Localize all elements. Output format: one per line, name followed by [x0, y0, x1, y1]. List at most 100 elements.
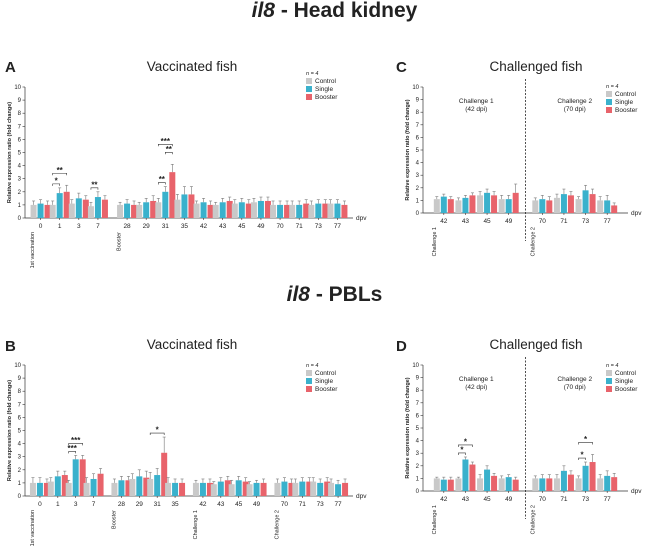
x-tick-label: 3	[77, 223, 81, 230]
bar-control	[250, 202, 257, 218]
bar-booster	[546, 200, 553, 213]
y-tick-label: 3	[18, 455, 22, 461]
bar-single	[505, 477, 512, 491]
bar-control	[477, 195, 484, 213]
legend-label: Single	[615, 99, 633, 106]
bar-single	[118, 480, 125, 496]
significance-stars: ***	[161, 137, 171, 146]
x-tick-label: 77	[334, 501, 342, 508]
x-tick-label: 77	[604, 496, 612, 503]
timepoint-marker: Challenge 2	[531, 227, 537, 256]
bar-control	[136, 204, 143, 218]
x-tick-label: 1	[58, 223, 62, 230]
sample-size-label: n = 4	[306, 71, 318, 77]
bar-booster	[567, 195, 574, 213]
bar-booster	[512, 192, 519, 213]
bar-booster	[63, 191, 70, 218]
y-tick-label: 10	[14, 363, 21, 369]
sample-size-label: n = 4	[606, 84, 618, 90]
significance-stars: *	[55, 176, 59, 185]
bar-control	[597, 478, 604, 491]
significance-bracket	[68, 451, 76, 454]
bar-booster	[44, 204, 51, 218]
bar-single	[199, 482, 206, 496]
bar-control	[212, 204, 219, 218]
bar-booster	[469, 464, 476, 491]
x-tick-label: 71	[299, 501, 307, 508]
bar-control	[117, 204, 124, 218]
bar-control	[49, 204, 56, 218]
bar-single	[296, 204, 303, 218]
bar-control	[147, 478, 154, 496]
x-tick-label: 35	[171, 501, 179, 508]
timepoint-marker: Challenge 1	[432, 227, 438, 256]
legend-label: Control	[315, 370, 337, 377]
y-tick-label: 1	[18, 203, 22, 209]
bar-booster	[342, 482, 349, 496]
y-tick-label: 3	[18, 177, 22, 183]
x-axis-label: dpv	[356, 215, 367, 222]
bar-single	[582, 465, 589, 491]
significance-bracket	[68, 443, 83, 446]
significance-stars: *	[584, 435, 588, 444]
bar-control	[433, 478, 440, 491]
bar-booster	[288, 482, 295, 496]
bar-control	[231, 203, 238, 218]
bar-booster	[82, 199, 89, 218]
y-tick-label: 6	[416, 413, 420, 419]
legend-label: Control	[615, 91, 637, 98]
x-tick-label: 31	[154, 501, 162, 508]
bar-booster	[341, 204, 348, 218]
x-tick-label: 29	[136, 501, 144, 508]
bar-single	[334, 203, 341, 218]
bar-control	[129, 478, 136, 496]
y-tick-label: 5	[18, 151, 22, 157]
x-tick-label: 43	[219, 223, 227, 230]
bar-single	[72, 459, 79, 496]
y-tick-label: 9	[416, 376, 420, 382]
legend-swatch-booster	[606, 107, 612, 113]
timepoint-marker: Challenge 1	[193, 510, 199, 539]
legend-label: Booster	[315, 94, 338, 101]
y-tick-label: 9	[18, 376, 22, 382]
bar-booster	[447, 199, 454, 213]
bar-control	[83, 482, 90, 496]
chart-title: Challenged fish	[489, 337, 582, 352]
bar-control	[155, 202, 162, 218]
x-axis-label: dpv	[356, 493, 367, 500]
significance-bracket	[458, 444, 473, 447]
y-axis-label: Relative expression ratio (fold change)	[7, 102, 13, 203]
bar-booster	[206, 482, 213, 496]
legend-label: Single	[315, 86, 333, 93]
y-tick-label: 7	[18, 402, 22, 408]
bar-single	[317, 482, 324, 496]
bar-control	[310, 481, 317, 496]
bar-control	[246, 484, 253, 496]
bar-control	[192, 482, 199, 496]
significance-stars: *	[460, 445, 464, 454]
bar-booster	[447, 479, 454, 491]
bar-booster	[546, 478, 553, 491]
x-tick-label: 7	[96, 223, 100, 230]
legend-label: Single	[315, 378, 333, 385]
significance-stars: **	[166, 145, 173, 154]
bar-single	[200, 202, 207, 218]
bar-booster	[43, 482, 50, 496]
x-tick-label: 45	[483, 496, 491, 503]
legend-swatch-control	[606, 370, 612, 376]
bar-control	[29, 482, 36, 496]
tissue-name: - Head kidney	[274, 0, 418, 22]
x-axis-label: dpv	[631, 488, 642, 495]
y-tick-label: 4	[416, 439, 420, 445]
y-tick-label: 0	[18, 216, 22, 222]
bar-booster	[512, 479, 519, 491]
timepoint-marker: Challenge 2	[531, 505, 537, 534]
x-tick-label: 45	[235, 501, 243, 508]
x-tick-label: 0	[38, 501, 42, 508]
bar-single	[604, 200, 611, 213]
bar-single	[484, 469, 491, 491]
bar-single	[154, 475, 161, 496]
challenge-block-dpi: (42 dpi)	[465, 384, 487, 391]
bar-single	[277, 204, 284, 218]
